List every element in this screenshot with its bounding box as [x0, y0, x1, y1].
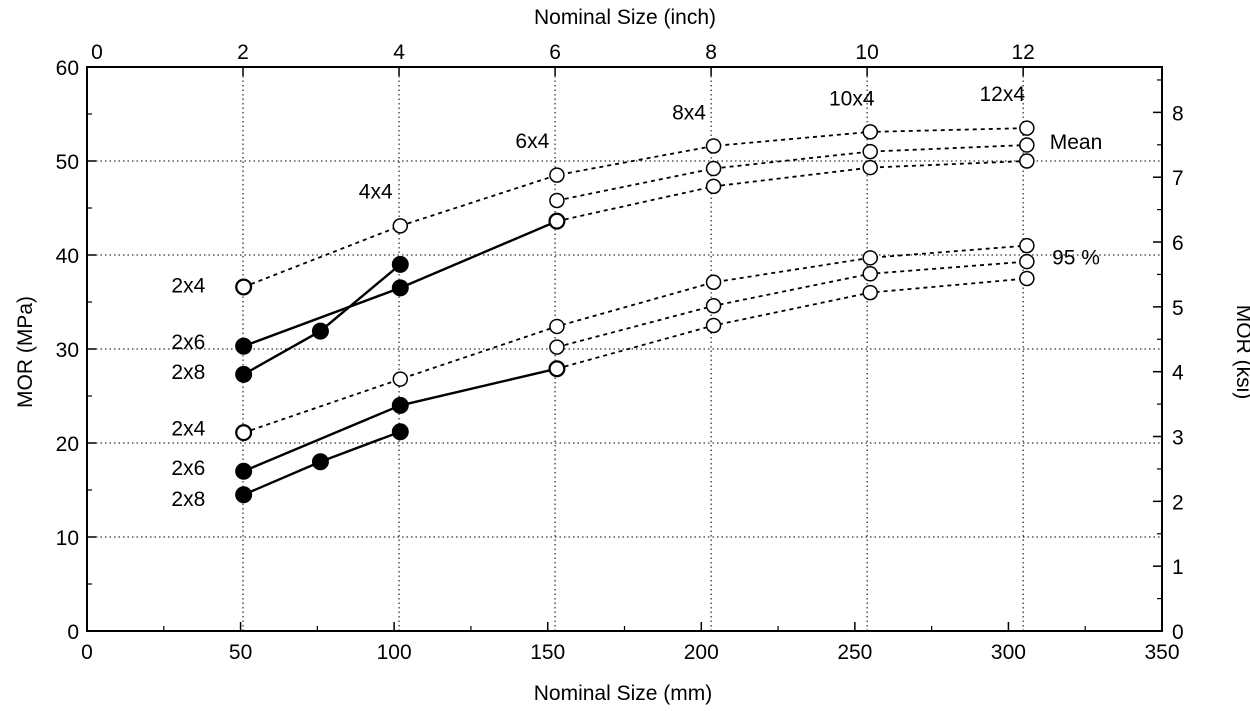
open-data-point: [705, 160, 722, 177]
x-tick-label: 100: [377, 641, 412, 664]
open-data-point: [549, 213, 565, 229]
top-tick-label: 12: [1011, 41, 1034, 64]
open-data-point: [862, 124, 878, 140]
y-axis-title: MOR (MPa): [14, 296, 37, 408]
open-data-point: [549, 360, 565, 377]
series-annotation: 4x4: [359, 181, 393, 204]
annotations: 2x4 2x6 2x8 2x4 2x6 2x8 4x4 6x4 8x4 10x4 12x4 Mean 9…: [171, 83, 1102, 511]
open-data-point: [862, 250, 878, 266]
x-tick-label: 350: [1144, 641, 1179, 664]
top-tick-label: 0: [91, 41, 103, 64]
top-tick-label: 10: [855, 41, 878, 64]
filled-data-point: [235, 337, 253, 355]
filled-data-point: [391, 396, 409, 414]
open-data-point: [1019, 137, 1035, 153]
x-tick-label: 300: [991, 641, 1026, 664]
y-tick-label: 50: [56, 151, 79, 174]
series-line: [243, 127, 1027, 288]
open-data-point: [705, 298, 722, 314]
right-tick-label: 5: [1172, 297, 1184, 320]
top-tick-label: 8: [705, 41, 717, 64]
series-line: [556, 144, 1027, 202]
x-tick-label: 200: [684, 641, 719, 664]
filled-data-point: [391, 255, 409, 273]
open-data-point: [705, 274, 722, 291]
right-tick-label: 1: [1172, 556, 1184, 579]
x-axis-title: Nominal Size (mm): [534, 682, 713, 705]
open-data-point: [1019, 253, 1035, 270]
data-markers: [235, 120, 1035, 504]
series-annotation: 95 %: [1052, 246, 1100, 269]
open-data-point: [235, 424, 252, 441]
series-annotation: 10x4: [829, 88, 875, 111]
right-tick-label: 8: [1172, 102, 1184, 125]
y-tick-label: 10: [56, 527, 79, 550]
open-data-point: [549, 192, 565, 209]
series-line: [243, 263, 402, 376]
open-data-point: [549, 339, 565, 355]
open-data-point: [862, 266, 878, 282]
open-data-point: [392, 218, 409, 234]
open-data-point: [549, 318, 565, 335]
open-data-point: [862, 143, 878, 160]
top-tick-label: 4: [393, 41, 405, 64]
series-annotation: 2x4: [171, 275, 205, 298]
series-annotation: 2x6: [171, 457, 205, 480]
series-line: [556, 277, 1027, 370]
y-tick-label: 30: [56, 339, 79, 362]
right-tick-label: 3: [1172, 427, 1184, 450]
series-annotation: Mean: [1050, 131, 1103, 154]
x-tick-label: 50: [229, 641, 252, 664]
filled-data-point: [391, 279, 409, 297]
right-tick-label: 2: [1172, 491, 1184, 514]
open-data-point: [1019, 237, 1035, 254]
series-line: [556, 260, 1027, 348]
open-data-point: [1019, 270, 1035, 287]
right-tick-label: 7: [1172, 167, 1184, 190]
filled-data-point: [311, 453, 329, 471]
series-annotation: 8x4: [672, 102, 706, 125]
open-data-point: [862, 284, 878, 301]
y-tick-label: 20: [56, 433, 79, 456]
open-data-point: [862, 159, 878, 176]
open-data-point: [549, 167, 565, 183]
filled-data-point: [235, 365, 253, 383]
y-tick-label: 0: [67, 621, 79, 644]
right-tick-label: 6: [1172, 232, 1184, 255]
x-tick-label: 0: [81, 641, 93, 664]
series-line: [243, 244, 1027, 434]
open-data-point: [705, 178, 722, 195]
series-line: [556, 160, 1027, 223]
top-axis-title: Nominal Size (inch): [534, 6, 716, 29]
series-annotation: 2x8: [171, 361, 205, 384]
top-tick-label: 2: [237, 41, 249, 64]
series-annotation: 2x6: [171, 331, 205, 354]
series-annotation: 2x8: [171, 488, 205, 511]
filled-data-point: [235, 486, 253, 504]
open-data-point: [705, 317, 722, 334]
right-tick-label: 4: [1172, 362, 1184, 385]
right-axis-title: MOR (ksi): [1232, 305, 1250, 399]
grid-lines: [87, 67, 1162, 631]
series-annotation: 2x4: [171, 417, 205, 440]
open-data-point: [1019, 153, 1035, 169]
y-tick-label: 40: [56, 245, 79, 268]
x-tick-label: 150: [530, 641, 565, 664]
series-annotation: 6x4: [515, 130, 549, 153]
series-annotation: 12x4: [980, 83, 1026, 106]
top-tick-label: 6: [549, 41, 561, 64]
right-tick-label: 0: [1172, 621, 1184, 644]
filled-data-point: [311, 322, 329, 340]
open-data-point: [392, 371, 409, 387]
open-data-point: [235, 279, 252, 295]
filled-data-point: [391, 423, 409, 441]
x-tick-label: 250: [837, 641, 872, 664]
open-data-point: [1019, 120, 1035, 136]
y-tick-label: 60: [56, 57, 79, 80]
open-data-point: [705, 138, 722, 154]
filled-data-point: [235, 462, 253, 480]
